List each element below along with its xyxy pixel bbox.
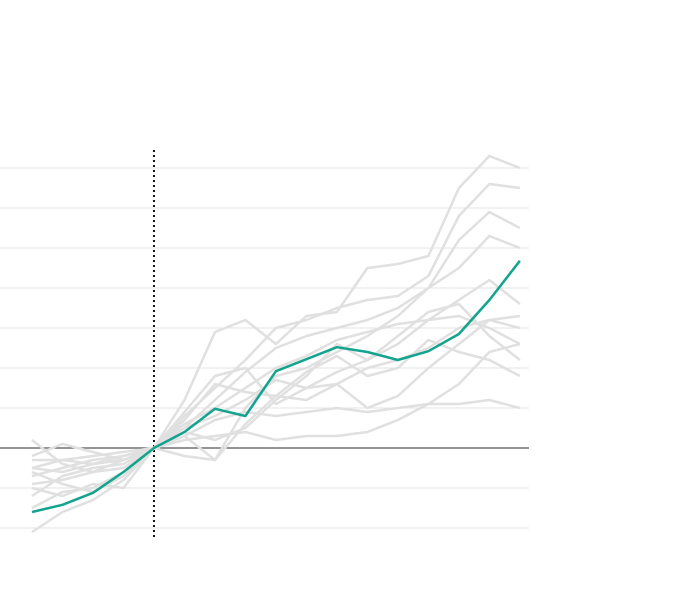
series-line [31, 260, 521, 514]
series-line [31, 398, 521, 486]
series-line [31, 278, 521, 510]
series-line [31, 234, 521, 474]
series-line [31, 342, 521, 470]
series-line [31, 182, 521, 478]
series-line [31, 338, 521, 498]
series-line [31, 318, 521, 494]
series-line [32, 302, 521, 466]
